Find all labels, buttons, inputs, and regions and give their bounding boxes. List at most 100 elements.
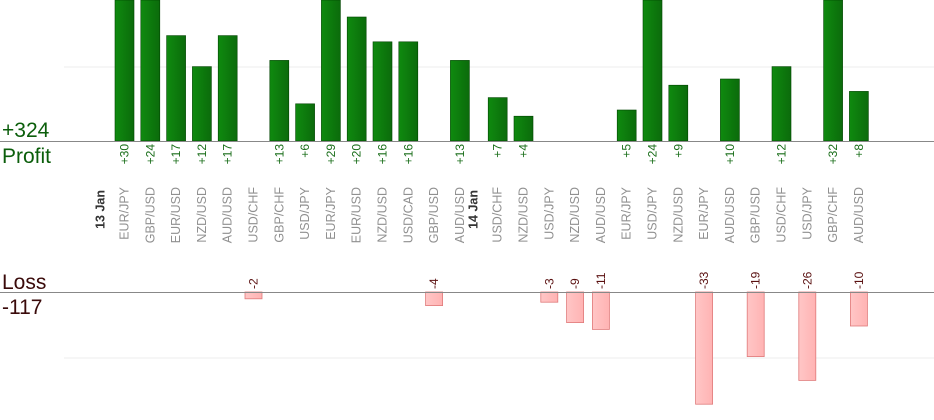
profit-bar: [192, 66, 212, 142]
profit-value-label: +12: [195, 144, 209, 165]
category-label: USD/CHF: [491, 187, 505, 243]
loss-bar: [746, 291, 765, 357]
profit-value-label: +24: [143, 144, 157, 165]
category-label: AUD/USD: [221, 187, 235, 243]
loss-bar: [850, 291, 868, 327]
profit-value-label: +24: [646, 144, 660, 165]
day-label: 14 Jan: [467, 190, 481, 229]
category-label: USD/JPY: [800, 186, 814, 239]
loss-value-labels: -2 -4 -3 -9 -11 -33 -19 -26 -10: [247, 271, 866, 289]
loss-value-label: -10: [852, 271, 866, 289]
category-label: NZD/USD: [376, 187, 390, 243]
category-label: GBP/CHF: [826, 187, 840, 243]
profit-bar: [346, 16, 367, 142]
loss-bar: [695, 291, 713, 405]
category-labels: EUR/JPY GBP/USD EUR/USD NZD/USD AUD/USD USD/C…: [118, 186, 866, 243]
loss-bar: [798, 291, 817, 381]
category-label: AUD/USD: [852, 187, 866, 243]
loss-bar: [425, 291, 444, 307]
loss-value-label: -26: [800, 271, 814, 289]
profit-bar: [616, 109, 637, 142]
profit-bars: [114, 0, 869, 142]
loss-value-label: -9: [568, 278, 582, 289]
profit-value-label: +13: [453, 144, 467, 165]
category-label: USD/CHF: [775, 187, 789, 243]
category-label: NZD/USD: [517, 187, 531, 243]
loss-value-label: -4: [427, 278, 441, 289]
loss-bar: [540, 291, 559, 303]
loss-label: Loss: [2, 271, 46, 294]
category-label: AUD/USD: [453, 187, 467, 243]
profit-value-label: +13: [272, 144, 286, 165]
profit-bar: [140, 0, 161, 142]
category-label: AUD/USD: [723, 187, 737, 243]
profit-value-label: +32: [826, 144, 840, 165]
profit-bar: [668, 84, 689, 142]
category-label: NZD/USD: [195, 187, 209, 243]
loss-value-label: -19: [749, 271, 763, 289]
profit-value-label: +7: [491, 144, 505, 158]
loss-bars: [244, 291, 868, 405]
category-label: USD/JPY: [646, 186, 660, 239]
category-label: EUR/JPY: [324, 186, 338, 239]
profit-bar: [372, 41, 393, 142]
day-labels: 13 Jan 14 Jan: [94, 190, 481, 229]
category-label: EUR/USD: [169, 187, 183, 243]
category-label: NZD/USD: [568, 187, 582, 243]
category-label: EUR/JPY: [697, 186, 711, 239]
category-label: NZD/USD: [671, 187, 685, 243]
profit-bar: [321, 0, 341, 142]
profit-value-label: +16: [401, 144, 415, 165]
profit-value-label: +10: [723, 144, 737, 165]
profit-bar: [295, 103, 315, 142]
profit-value-label: +8: [852, 144, 866, 158]
axis-lines: [0, 141, 934, 293]
profit-value-label: +5: [620, 144, 634, 158]
category-label: GBP/USD: [749, 187, 763, 243]
profit-bar: [513, 115, 534, 142]
profit-value-label: +20: [350, 144, 364, 165]
profit-value-label: +16: [376, 144, 390, 165]
category-label: EUR/USD: [350, 187, 364, 243]
profit-bar: [823, 0, 843, 142]
profit-label: Profit: [2, 145, 51, 168]
loss-value-label: -3: [542, 278, 556, 289]
category-label: USD/CHF: [247, 187, 261, 243]
category-label: AUD/USD: [594, 187, 608, 243]
category-label: USD/JPY: [542, 186, 556, 239]
category-label: EUR/JPY: [118, 186, 132, 239]
category-label: EUR/JPY: [620, 186, 634, 239]
profit-bar: [114, 0, 135, 142]
category-label: USD/CAD: [401, 187, 415, 243]
loss-bar: [566, 291, 584, 324]
profit-value-label: +17: [169, 144, 183, 165]
loss-value-label: -33: [697, 271, 711, 289]
profit-value-label: +9: [671, 144, 685, 158]
profit-value-label: +12: [775, 144, 789, 165]
profit-bar: [849, 91, 869, 142]
loss-value-label: -2: [247, 278, 261, 289]
profit-total-label: +324: [2, 119, 50, 142]
profit-value-labels: +30 +24 +17 +12 +17 +13 +6 +29 +20 +16 +16 +13 +7 +4 +…: [118, 144, 866, 165]
loss-total-label: -117: [2, 296, 42, 319]
profit-bar: [771, 66, 792, 142]
profit-value-label: +30: [118, 144, 132, 165]
category-label: GBP/USD: [427, 187, 441, 243]
profit-value-label: +4: [517, 144, 531, 158]
profit-value-label: +29: [324, 144, 338, 165]
loss-value-label: -11: [594, 272, 608, 289]
profit-value-label: +17: [221, 144, 235, 165]
loss-bar: [592, 291, 610, 330]
profit-bar: [269, 60, 290, 142]
category-label: USD/JPY: [298, 186, 312, 239]
profit-bar: [166, 35, 186, 142]
profit-bar: [487, 97, 508, 142]
profit-bar: [720, 78, 740, 142]
profit-bar: [450, 60, 470, 142]
category-label: GBP/CHF: [272, 187, 286, 243]
profit-bar: [217, 35, 238, 142]
profit-bar: [642, 0, 663, 142]
day-label: 13 Jan: [94, 190, 108, 229]
category-label: GBP/USD: [143, 187, 157, 243]
